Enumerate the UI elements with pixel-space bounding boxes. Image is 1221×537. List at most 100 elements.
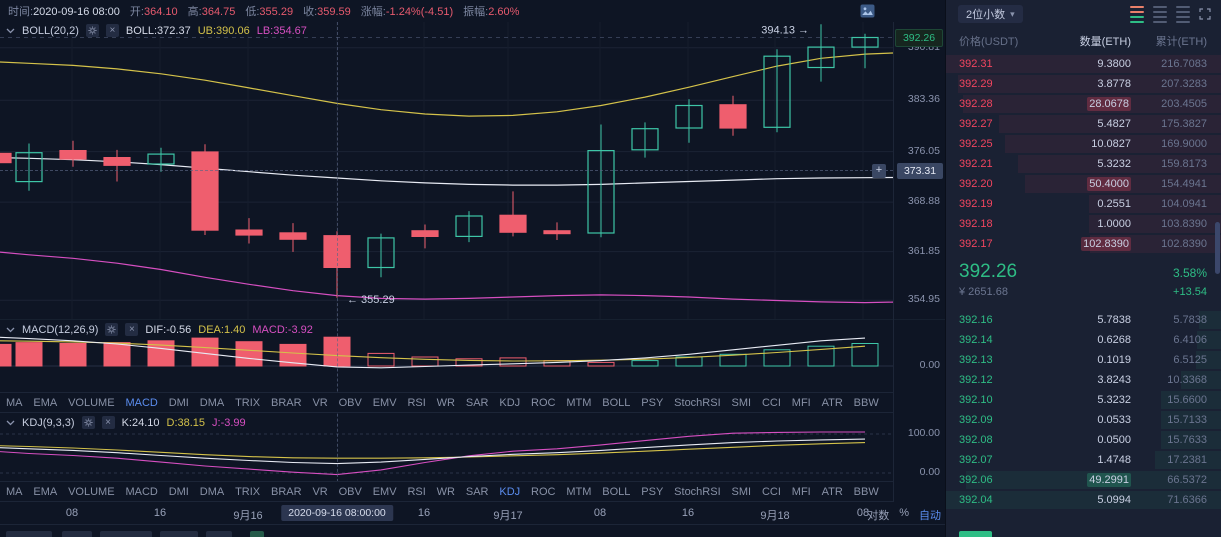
indicator-tab-mtm[interactable]: MTM (566, 396, 592, 409)
indicator-tab-ema[interactable]: EMA (33, 396, 58, 409)
indicator-tabs-row-1: MA EMA VOLUME MACD DMI DMA TRIX BRAR VR OBV EMV RSI… (0, 392, 893, 413)
indicator-tab-mfi[interactable]: MFI (791, 485, 811, 498)
indicator-tab-stochrsi[interactable]: StochRSI (674, 485, 721, 498)
chevron-down-icon[interactable] (6, 417, 15, 429)
indicator-tab-wr[interactable]: WR (436, 396, 455, 409)
indicator-tab-dmi[interactable]: DMI (168, 485, 189, 498)
ask-row[interactable]: 392.17 102.8390 102.8390 (946, 234, 1221, 254)
indicator-tab-ma[interactable]: MA (6, 485, 23, 498)
indicator-tab-sar[interactable]: SAR (465, 485, 489, 498)
candlestick-chart[interactable]: 394.13 → ← 355.29 (0, 22, 893, 320)
indicator-tab-macd[interactable]: MACD (125, 396, 158, 409)
indicator-tab-volume[interactable]: VOLUME (68, 396, 115, 409)
indicator-tab-dma[interactable]: DMA (199, 396, 225, 409)
indicator-tab-volume[interactable]: VOLUME (68, 485, 115, 498)
save-image-icon[interactable] (860, 4, 875, 18)
ask-row[interactable]: 392.19 0.2551 104.0941 (946, 194, 1221, 214)
crosshair-add-button[interactable]: + (872, 164, 886, 178)
kdj-settings-icon[interactable] (81, 416, 95, 429)
indicator-tab-roc[interactable]: ROC (531, 396, 556, 409)
indicator-tab-vr[interactable]: VR (312, 485, 328, 498)
indicator-tab-psy[interactable]: PSY (641, 485, 664, 498)
indicator-tab-obv[interactable]: OBV (338, 485, 362, 498)
ask-row[interactable]: 392.31 9.3800 216.7083 (946, 54, 1221, 74)
ask-row[interactable]: 392.29 3.8778 207.3283 (946, 74, 1221, 94)
orderbook-view-asks-icon[interactable] (1153, 4, 1167, 24)
bid-row[interactable]: 392.06 49.2991 66.5372 (946, 470, 1221, 490)
indicator-tab-wr[interactable]: WR (436, 485, 455, 498)
indicator-tab-rsi[interactable]: RSI (407, 396, 426, 409)
indicator-tab-mtm[interactable]: MTM (566, 485, 592, 498)
macd-chart[interactable] (0, 320, 893, 392)
bid-row[interactable]: 392.07 1.4748 17.2381 (946, 450, 1221, 470)
indicator-tab-bbw[interactable]: BBW (853, 485, 879, 498)
indicator-tab-dmi[interactable]: DMI (168, 396, 189, 409)
ask-row[interactable]: 392.20 50.4000 154.4941 (946, 174, 1221, 194)
indicator-tab-bbw[interactable]: BBW (853, 396, 879, 409)
bid-row[interactable]: 392.08 0.0500 15.7633 (946, 430, 1221, 450)
depth-bar (946, 55, 1221, 73)
indicator-tab-boll[interactable]: BOLL (602, 396, 631, 409)
chevron-down-icon[interactable] (6, 25, 15, 37)
orderbook-view-both-icon[interactable] (1130, 4, 1144, 24)
order-amount: 1.4748 (1097, 454, 1131, 466)
kdj-chart[interactable] (0, 413, 893, 481)
indicator-tab-brar[interactable]: BRAR (271, 485, 302, 498)
depth-bar (962, 95, 1221, 113)
indicator-tab-psy[interactable]: PSY (641, 396, 664, 409)
indicator-tab-dma[interactable]: DMA (199, 485, 225, 498)
macd-settings-icon[interactable] (105, 323, 119, 336)
boll-close-icon[interactable]: × (105, 24, 119, 37)
auto-scale-toggle[interactable]: 自动 (919, 510, 941, 522)
boll-settings-icon[interactable] (85, 24, 99, 37)
indicator-tab-brar[interactable]: BRAR (271, 396, 302, 409)
ask-row[interactable]: 392.18 1.0000 103.8390 (946, 214, 1221, 234)
ask-row[interactable]: 392.28 28.0678 203.4505 (946, 94, 1221, 114)
axis-separator (893, 22, 894, 524)
ask-row[interactable]: 392.27 5.4827 175.3827 (946, 114, 1221, 134)
indicator-tab-smi[interactable]: SMI (731, 485, 752, 498)
kdj-close-icon[interactable]: × (101, 416, 115, 429)
ask-row[interactable]: 392.25 10.0827 169.9000 (946, 134, 1221, 154)
percent-scale-toggle[interactable]: % (899, 507, 909, 519)
indicator-tab-vr[interactable]: VR (312, 396, 328, 409)
bid-row[interactable]: 392.10 5.3232 15.6600 (946, 390, 1221, 410)
precision-dropdown[interactable]: 2位小数 ▾ (958, 5, 1023, 23)
macd-close-icon[interactable]: × (125, 323, 139, 336)
indicator-tab-mfi[interactable]: MFI (791, 396, 811, 409)
bid-row[interactable]: 392.14 0.6268 6.4106 (946, 330, 1221, 350)
expand-icon[interactable] (1199, 8, 1211, 20)
bid-row[interactable]: 392.16 5.7838 5.7838 (946, 310, 1221, 330)
indicator-tab-emv[interactable]: EMV (372, 485, 397, 498)
indicator-tab-trix[interactable]: TRIX (235, 485, 261, 498)
indicator-tab-kdj[interactable]: KDJ (499, 396, 521, 409)
indicator-tab-cci[interactable]: CCI (761, 485, 781, 498)
indicator-tab-boll[interactable]: BOLL (602, 485, 631, 498)
indicator-tab-ma[interactable]: MA (6, 396, 23, 409)
chevron-down-icon[interactable] (6, 324, 15, 336)
ohlc-low: 355.29 (259, 6, 294, 18)
indicator-tab-smi[interactable]: SMI (731, 396, 752, 409)
log-scale-toggle[interactable]: 对数 (867, 510, 890, 522)
indicator-tab-emv[interactable]: EMV (372, 396, 397, 409)
indicator-tab-ema[interactable]: EMA (33, 485, 58, 498)
indicator-tab-trix[interactable]: TRIX (235, 396, 261, 409)
indicator-tab-atr[interactable]: ATR (821, 485, 843, 498)
orderbook-view-bids-icon[interactable] (1176, 4, 1190, 24)
indicator-tab-sar[interactable]: SAR (465, 396, 489, 409)
bid-row[interactable]: 392.09 0.0533 15.7133 (946, 410, 1221, 430)
ask-row[interactable]: 392.21 5.3232 159.8173 (946, 154, 1221, 174)
indicator-tab-cci[interactable]: CCI (761, 396, 781, 409)
indicator-tab-obv[interactable]: OBV (338, 396, 362, 409)
indicator-tab-roc[interactable]: ROC (531, 485, 556, 498)
bid-row[interactable]: 392.13 0.1019 6.5125 (946, 350, 1221, 370)
indicator-tab-atr[interactable]: ATR (821, 396, 843, 409)
bid-row[interactable]: 392.12 3.8243 10.3368 (946, 370, 1221, 390)
indicator-tab-stochrsi[interactable]: StochRSI (674, 396, 721, 409)
indicator-tab-rsi[interactable]: RSI (407, 485, 426, 498)
indicator-tab-macd[interactable]: MACD (125, 485, 158, 498)
bid-row[interactable]: 392.04 5.0994 71.6366 (946, 490, 1221, 510)
price-axis-label: 354.95 (907, 293, 940, 305)
scrollbar-thumb[interactable] (1215, 222, 1220, 274)
indicator-tab-kdj[interactable]: KDJ (499, 485, 521, 498)
